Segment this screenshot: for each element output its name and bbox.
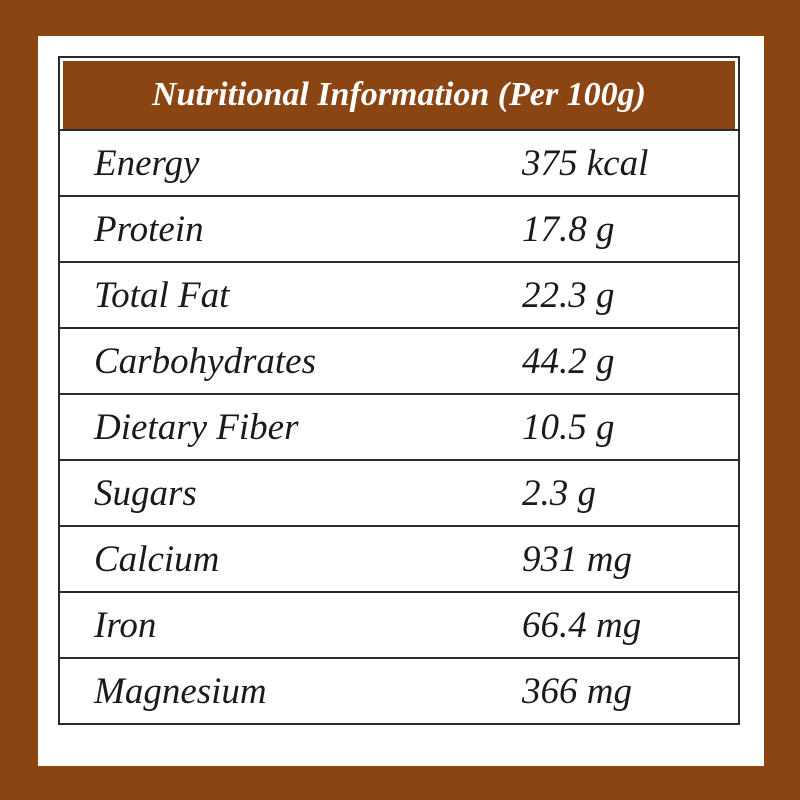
row-value: 2.3 g	[522, 472, 596, 514]
row-label: Carbohydrates	[94, 340, 316, 382]
table-row-sugars: Sugars 2.3 g	[60, 459, 738, 525]
table-row-total-fat: Total Fat 22.3 g	[60, 261, 738, 327]
table-row-carbohydrates: Carbohydrates 44.2 g	[60, 327, 738, 393]
row-label: Iron	[94, 604, 157, 646]
row-value: 931 mg	[522, 538, 632, 580]
table-row-iron: Iron 66.4 mg	[60, 591, 738, 657]
table-title: Nutritional Information (Per 100g)	[63, 61, 735, 129]
row-label: Calcium	[94, 538, 220, 580]
row-value: 17.8 g	[522, 208, 615, 250]
table-row-energy: Energy 375 kcal	[60, 129, 738, 195]
table-row-protein: Protein 17.8 g	[60, 195, 738, 261]
row-value: 375 kcal	[522, 142, 649, 184]
nutrition-card: Nutritional Information (Per 100g) Energ…	[38, 36, 764, 766]
row-value: 66.4 mg	[522, 604, 642, 646]
row-value: 22.3 g	[522, 274, 615, 316]
row-label: Magnesium	[94, 670, 267, 712]
table-row-dietary-fiber: Dietary Fiber 10.5 g	[60, 393, 738, 459]
row-label: Sugars	[94, 472, 197, 514]
table-row-calcium: Calcium 931 mg	[60, 525, 738, 591]
row-label: Protein	[94, 208, 204, 250]
row-label: Energy	[94, 142, 200, 184]
nutrition-table: Nutritional Information (Per 100g) Energ…	[58, 56, 740, 725]
row-label: Dietary Fiber	[94, 406, 299, 448]
table-row-magnesium: Magnesium 366 mg	[60, 657, 738, 723]
row-label: Total Fat	[94, 274, 230, 316]
row-value: 366 mg	[522, 670, 632, 712]
row-value: 44.2 g	[522, 340, 615, 382]
row-value: 10.5 g	[522, 406, 615, 448]
